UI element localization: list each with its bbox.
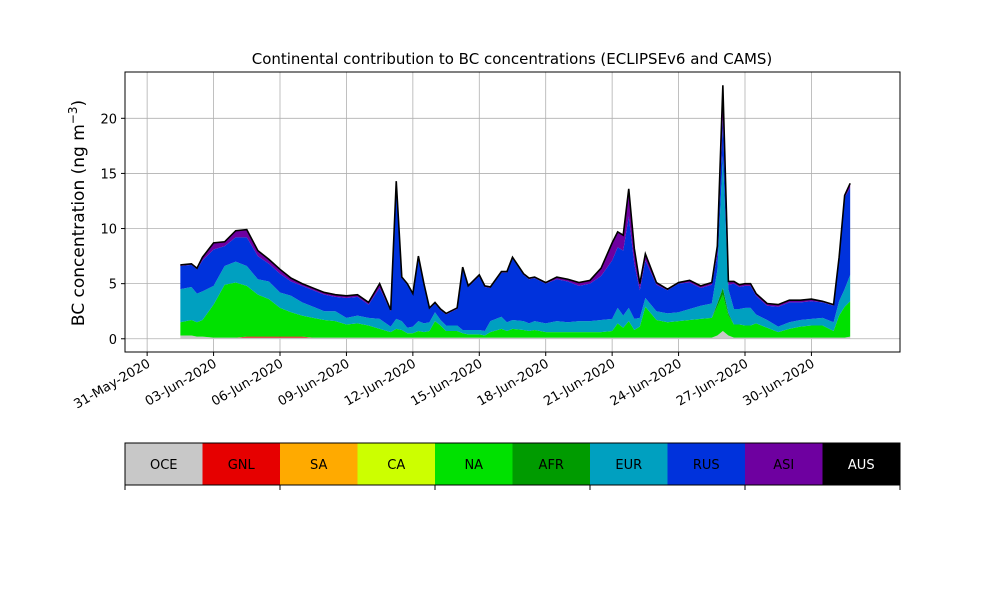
legend-swatch-sa — [280, 443, 358, 485]
legend-label-eur: EUR — [615, 458, 642, 473]
area-rus — [180, 119, 851, 332]
legend-label-na: NA — [464, 458, 483, 473]
x-tick-label: 30-Jun-2020 — [741, 356, 818, 409]
stacked-areas — [180, 85, 851, 339]
x-tick-label: 24-Jun-2020 — [608, 356, 685, 409]
y-axis-label-superscript: −3 — [66, 106, 80, 124]
colorbar-legend: OCE GNL SA CA NA AFR EUR RUS ASI AUS — [124, 442, 901, 490]
legend-label-sa: SA — [310, 458, 327, 473]
y-axis-label-text: BC concentration (ng m — [69, 124, 89, 326]
legend-label-afr: AFR — [539, 458, 564, 473]
area-oce — [180, 331, 851, 339]
area-na — [180, 282, 851, 338]
legend-swatch-asi — [745, 443, 823, 485]
y-axis-label: BC concentration (ng m−3) — [66, 100, 89, 326]
x-tick-label: 18-Jun-2020 — [475, 356, 552, 409]
chart-title: Continental contribution to BC concentra… — [252, 50, 773, 68]
plot-frame — [124, 71, 901, 353]
x-tick-label: 15-Jun-2020 — [408, 356, 485, 409]
x-tick-label: 21-Jun-2020 — [541, 356, 618, 409]
y-tick-label: 20 — [100, 112, 117, 127]
legend-swatch-aus — [822, 443, 901, 485]
y-tick-label: 10 — [100, 223, 117, 238]
x-tick-label: 09-Jun-2020 — [276, 356, 353, 409]
legend-label-asi: ASI — [773, 458, 794, 473]
x-tick-label: 03-Jun-2020 — [143, 356, 220, 409]
y-tick-label: 5 — [109, 278, 117, 293]
legend-swatch-gnl — [202, 443, 281, 485]
legend-swatch-oce — [125, 443, 203, 485]
y-tick-label: 15 — [100, 167, 117, 182]
legend-swatch-rus — [667, 443, 746, 485]
legend-swatch-na — [435, 443, 513, 485]
y-axis-label-close: ) — [69, 100, 89, 107]
legend-label-oce: OCE — [150, 458, 178, 473]
legend-frame — [124, 442, 901, 486]
legend-label-ca: CA — [387, 458, 405, 473]
legend-label-rus: RUS — [693, 458, 720, 473]
area-gnl — [180, 331, 851, 338]
legend-label-gnl: GNL — [228, 458, 256, 473]
x-tick-label: 06-Jun-2020 — [209, 356, 286, 409]
x-tick-label: 12-Jun-2020 — [342, 356, 419, 409]
legend-swatch-eur — [590, 443, 668, 485]
axes: 0 5 10 15 20 31-May-202003-Jun-202006-Jun-202… — [71, 71, 901, 412]
legend-label-aus: AUS — [848, 458, 875, 473]
x-tick-label: 31-May-2020 — [71, 356, 153, 412]
legend-swatch-ca — [357, 443, 436, 485]
y-tick-label: 0 — [109, 333, 117, 348]
x-tick-label: 27-Jun-2020 — [674, 356, 751, 409]
total-line — [180, 85, 851, 315]
legend-swatch-afr — [512, 443, 591, 485]
